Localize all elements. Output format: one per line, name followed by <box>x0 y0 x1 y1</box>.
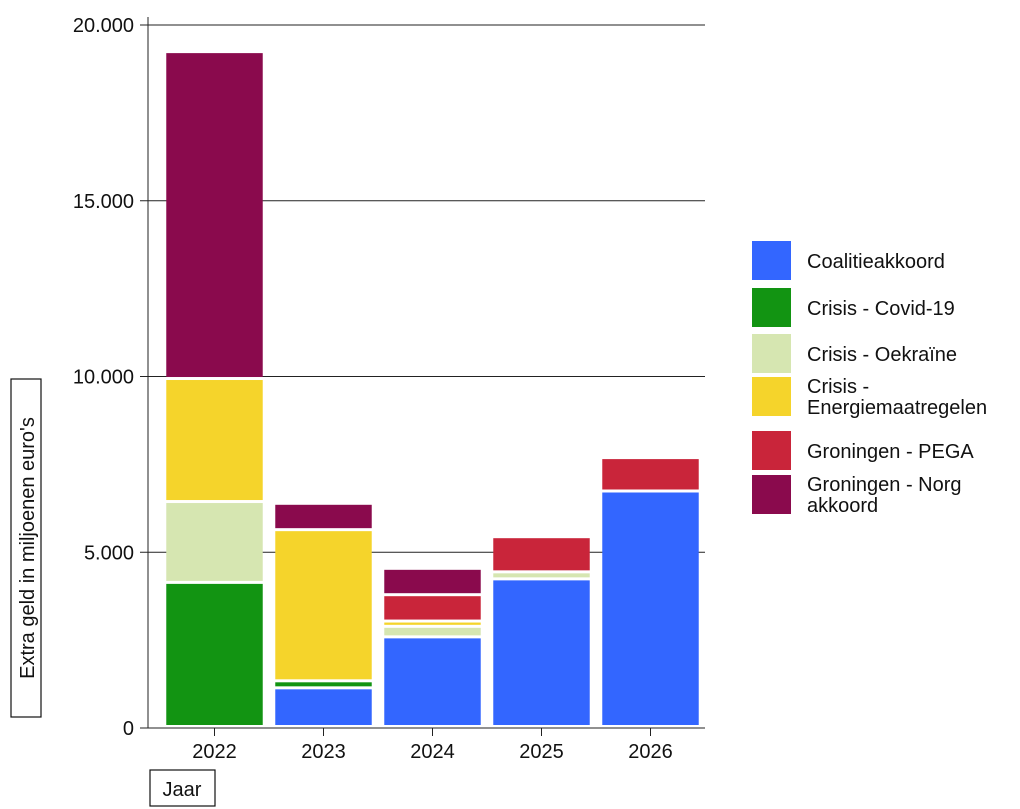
x-tick-label: 2023 <box>301 741 346 763</box>
y-axis-title: Extra geld in miljoenen euro's <box>10 378 42 718</box>
legend-label: Crisis -Energiemaatregelen <box>807 376 987 419</box>
bar-segment <box>602 492 699 725</box>
x-tick-labels: 2022 2023 2024 2025 2026 <box>192 741 673 763</box>
bar-segment <box>166 583 263 725</box>
axes <box>147 17 705 736</box>
y-axis-title-box <box>10 378 42 718</box>
bar-segment <box>384 596 481 620</box>
legend-label: Coalitieakkoord <box>807 251 945 273</box>
bar-segment <box>384 627 481 636</box>
y-tick-label: 15.000 <box>73 191 134 213</box>
legend: Coalitieakkoord Crisis - Covid-19 Crisis -… <box>752 241 987 517</box>
bar-segment <box>493 538 590 571</box>
bar-segment <box>602 459 699 490</box>
x-axis-title: Jaar <box>149 769 216 807</box>
legend-swatch <box>752 475 791 514</box>
legend-label: Crisis - Oekraïne <box>807 344 957 366</box>
y-tick-label: 0 <box>123 718 134 740</box>
x-axis-title-text: Jaar <box>163 779 202 801</box>
legend-label: Crisis - Covid-19 <box>807 298 955 320</box>
legend-item: Groningen - PEGA <box>752 431 974 470</box>
legend-label: Groningen - PEGA <box>807 441 974 463</box>
bars <box>166 53 699 725</box>
bar-segment <box>384 638 481 725</box>
bar-segment <box>493 580 590 725</box>
y-tick-labels: 0 5.000 10.000 15.000 20.000 <box>73 15 134 740</box>
x-axis-title-box <box>149 769 216 807</box>
legend-item: Groningen - Norg akkoord <box>752 474 962 517</box>
bar-segment <box>166 53 263 378</box>
bar-segment <box>384 622 481 625</box>
legend-swatch <box>752 431 791 470</box>
legend-swatch <box>752 377 791 416</box>
x-tick-label: 2022 <box>192 741 237 763</box>
bar-segment <box>166 380 263 501</box>
bar-segment <box>493 573 590 578</box>
bar-segment <box>384 569 481 594</box>
bar-segment <box>275 504 372 529</box>
y-tick-label: 5.000 <box>84 542 134 564</box>
legend-label: Groningen - Norg akkoord <box>807 474 962 517</box>
legend-swatch <box>752 241 791 280</box>
legend-item: Crisis - Oekraïne <box>752 334 957 373</box>
legend-item: Coalitieakkoord <box>752 241 945 280</box>
y-tick-label: 20.000 <box>73 15 134 37</box>
x-tick-label: 2025 <box>519 741 564 763</box>
bar-segment <box>275 682 372 687</box>
bar-segment <box>166 503 263 581</box>
y-axis-title-text: Extra geld in miljoenen euro's <box>17 417 39 679</box>
legend-item: Crisis -Energiemaatregelen <box>752 376 987 419</box>
legend-swatch <box>752 288 791 327</box>
y-tick-label: 10.000 <box>73 367 134 389</box>
bar-segment <box>275 531 372 680</box>
legend-swatch <box>752 334 791 373</box>
x-tick-label: 2024 <box>410 741 455 763</box>
x-tick-label: 2026 <box>628 741 673 763</box>
bar-segment <box>275 689 372 725</box>
legend-item: Crisis - Covid-19 <box>752 288 955 327</box>
